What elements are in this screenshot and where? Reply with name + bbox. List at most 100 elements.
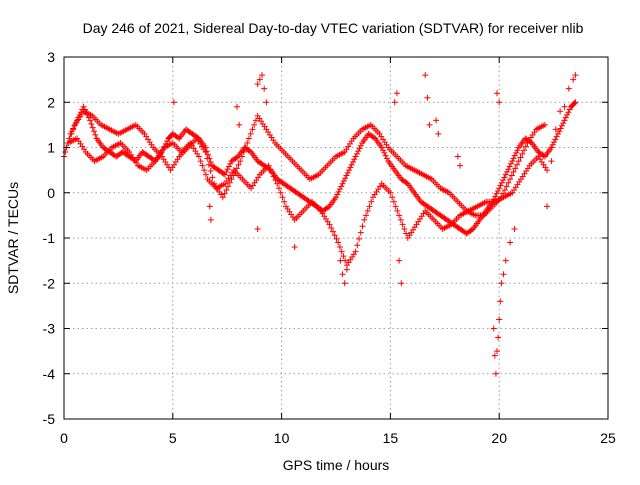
data-point — [343, 266, 350, 273]
data-point — [556, 128, 563, 135]
data-point — [329, 228, 336, 235]
data-point — [397, 216, 404, 223]
data-point — [337, 257, 344, 264]
data-point — [496, 185, 503, 192]
data-point — [359, 223, 366, 230]
data-point — [564, 111, 571, 118]
data-point — [558, 122, 565, 129]
data-point — [202, 149, 209, 156]
data-point — [265, 162, 272, 169]
y-tick-label: 0 — [47, 185, 55, 201]
data-point — [346, 167, 353, 174]
data-point — [496, 316, 503, 323]
data-point — [501, 187, 508, 194]
data-point — [343, 172, 350, 179]
data-point — [222, 171, 229, 178]
data-point — [270, 173, 277, 180]
data-point — [382, 152, 389, 159]
data-point — [370, 134, 377, 141]
data-point — [247, 130, 254, 137]
data-point — [570, 76, 577, 83]
data-point — [507, 160, 514, 167]
data-point — [334, 191, 341, 198]
data-point — [204, 155, 211, 162]
x-tick-label: 0 — [60, 430, 68, 446]
data-point — [566, 106, 573, 113]
data-point — [497, 182, 504, 189]
data-point — [256, 76, 263, 83]
data-point — [351, 156, 358, 163]
data-point — [347, 164, 354, 171]
data-point — [491, 352, 498, 359]
data-point — [356, 145, 363, 152]
data-point — [515, 158, 522, 165]
data-point — [503, 183, 510, 190]
data-point — [572, 99, 579, 106]
data-point — [504, 168, 511, 175]
data-point — [500, 271, 507, 278]
data-point — [331, 232, 338, 239]
y-tick-label: -5 — [43, 411, 56, 427]
data-point — [492, 370, 499, 377]
chart-title: Day 246 of 2021, Sidereal Day-to-day VTE… — [83, 20, 584, 36]
data-point — [387, 189, 394, 196]
x-tick-label: 10 — [274, 430, 290, 446]
data-point — [249, 126, 256, 133]
data-point — [521, 147, 528, 154]
data-point — [342, 175, 349, 182]
data-point — [87, 117, 94, 124]
data-point — [519, 150, 526, 157]
data-point — [554, 130, 561, 137]
data-point — [551, 139, 558, 146]
data-point — [344, 169, 351, 176]
data-point — [251, 121, 258, 128]
data-point — [557, 125, 564, 132]
data-point — [237, 158, 244, 165]
data-point — [403, 230, 410, 237]
data-point — [396, 257, 403, 264]
data-point — [510, 155, 517, 162]
data-point — [552, 126, 559, 133]
data-point — [263, 99, 270, 106]
data-point — [336, 244, 343, 251]
data-point — [383, 155, 390, 162]
data-point — [92, 131, 99, 138]
data-point — [201, 167, 208, 174]
data-point — [339, 180, 346, 187]
data-point — [501, 174, 508, 181]
data-point — [544, 203, 551, 210]
data-point — [206, 203, 213, 210]
data-point — [259, 72, 266, 79]
data-point — [338, 183, 345, 190]
data-point — [565, 85, 572, 92]
data-point — [396, 212, 403, 219]
data-point — [435, 130, 442, 137]
data-point — [548, 144, 555, 151]
data-point — [279, 194, 286, 201]
data-point — [552, 136, 559, 143]
data-point — [340, 177, 347, 184]
data-point — [326, 221, 333, 228]
data-point — [254, 81, 261, 88]
data-point — [357, 229, 364, 236]
data-point — [381, 149, 388, 156]
data-point — [494, 348, 501, 355]
data-point — [361, 216, 368, 223]
y-tick-label: 1 — [47, 140, 55, 156]
data-point — [364, 207, 371, 214]
data-point — [275, 185, 282, 192]
data-point — [380, 147, 387, 154]
data-point — [223, 187, 230, 194]
data-point — [236, 121, 243, 128]
data-point — [561, 103, 568, 110]
data-point — [500, 177, 507, 184]
data-point — [401, 225, 408, 232]
data-point — [494, 90, 501, 97]
data-point — [339, 271, 346, 278]
data-point — [506, 163, 513, 170]
data-point — [233, 154, 240, 161]
data-point — [353, 150, 360, 157]
data-point — [511, 225, 518, 232]
data-point — [340, 253, 347, 260]
